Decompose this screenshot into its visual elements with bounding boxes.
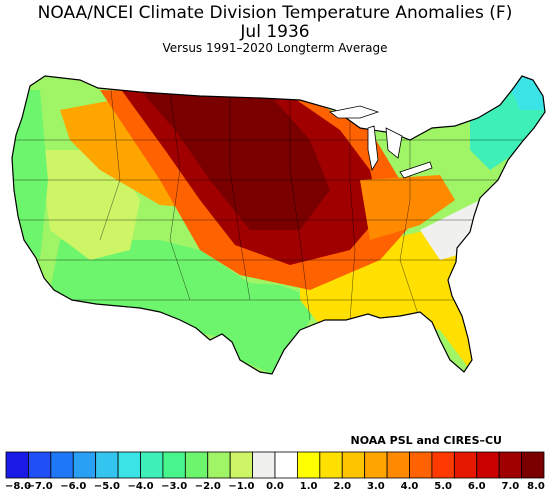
colorbar-cell [297, 451, 321, 479]
colorbar-cell [117, 451, 141, 479]
colorbar-cell [431, 451, 455, 479]
border-2 [169, 89, 191, 301]
colorbar-tick-label: 1.0 [300, 481, 318, 492]
colorbar-tick-label: −5.0 [94, 481, 120, 492]
colorbar-cell [72, 451, 97, 479]
colorbar-cell [207, 451, 231, 479]
colorbar-cell [28, 451, 52, 479]
anomaly-regions [12, 76, 545, 374]
map-subtitle: Versus 1991–2020 Longterm Average [162, 41, 388, 55]
map-period: Jul 1936 [240, 22, 310, 42]
pacific-coast-region [12, 90, 48, 260]
colorbar-tick-label: 8.0 [527, 481, 545, 492]
colorbar-cell [274, 451, 298, 479]
colorbar-cell [341, 451, 366, 479]
colorbar-cell [364, 451, 388, 479]
colorbar-tick-label: 4.0 [401, 481, 419, 492]
colorbar-cell [252, 451, 276, 479]
ohio-valley-region [360, 175, 455, 240]
colorbar-cell [162, 451, 186, 479]
colorbar-tick-label: 0.0 [266, 481, 284, 492]
colorbar-tick-label: 5.0 [434, 481, 452, 492]
colorbar-cell [319, 451, 343, 479]
colorbar-cell [229, 451, 253, 479]
colorbar-tick-label: 7.0 [502, 481, 520, 492]
colorbar-cell [95, 451, 119, 479]
colorbar-cell [409, 451, 433, 479]
colorbar-tick-label: −6.0 [60, 481, 86, 492]
colorbar-cell [140, 451, 164, 479]
colorbar-cell [386, 451, 410, 479]
border-3 [229, 90, 251, 301]
colorbar-cell [50, 451, 74, 479]
us-climate-division-map [11, 75, 546, 375]
colorbar-tick-label: −7.0 [27, 481, 53, 492]
colorbar-tick-label: −3.0 [161, 481, 187, 492]
lake-erie [399, 161, 433, 179]
colorbar-tick-label: −2.0 [195, 481, 221, 492]
colorbar-cell [184, 451, 209, 479]
colorbar-cell [5, 451, 29, 479]
border-5 [349, 115, 356, 321]
colorbar-ticks: −8.0−7.0 −6.0 −5.0 −4.0 −3.0 −2.0 −1.0 0.0 1.0 2.… [5, 481, 545, 492]
colorbar-cell [453, 451, 478, 479]
colorbar-tick-label: −4.0 [127, 481, 153, 492]
data-credit: NOAA PSL and CIRES–CU [350, 434, 502, 447]
colorbar-cell [476, 451, 500, 479]
lake-michigan [367, 125, 379, 172]
heat-peak-region [140, 90, 330, 230]
colorbar-cell [521, 451, 545, 479]
colorbar-tick-label: 6.0 [468, 481, 486, 492]
colorbar-tick-label: −8.0 [5, 481, 31, 492]
colorbar-cells [5, 451, 545, 479]
colorbar-legend: −8.0−7.0 −6.0 −5.0 −4.0 −3.0 −2.0 −1.0 0.0 1.0 2.… [5, 451, 545, 492]
colorbar-tick-label: −1.0 [228, 481, 254, 492]
colorbar-tick-label: 2.0 [333, 481, 351, 492]
map-title: NOAA/NCEI Climate Division Temperature A… [37, 3, 513, 23]
lake-superior [329, 105, 380, 119]
lake-huron [385, 127, 403, 159]
border-4 [289, 95, 311, 321]
colorbar-tick-label: 3.0 [367, 481, 385, 492]
colorbar-cell [498, 451, 522, 479]
